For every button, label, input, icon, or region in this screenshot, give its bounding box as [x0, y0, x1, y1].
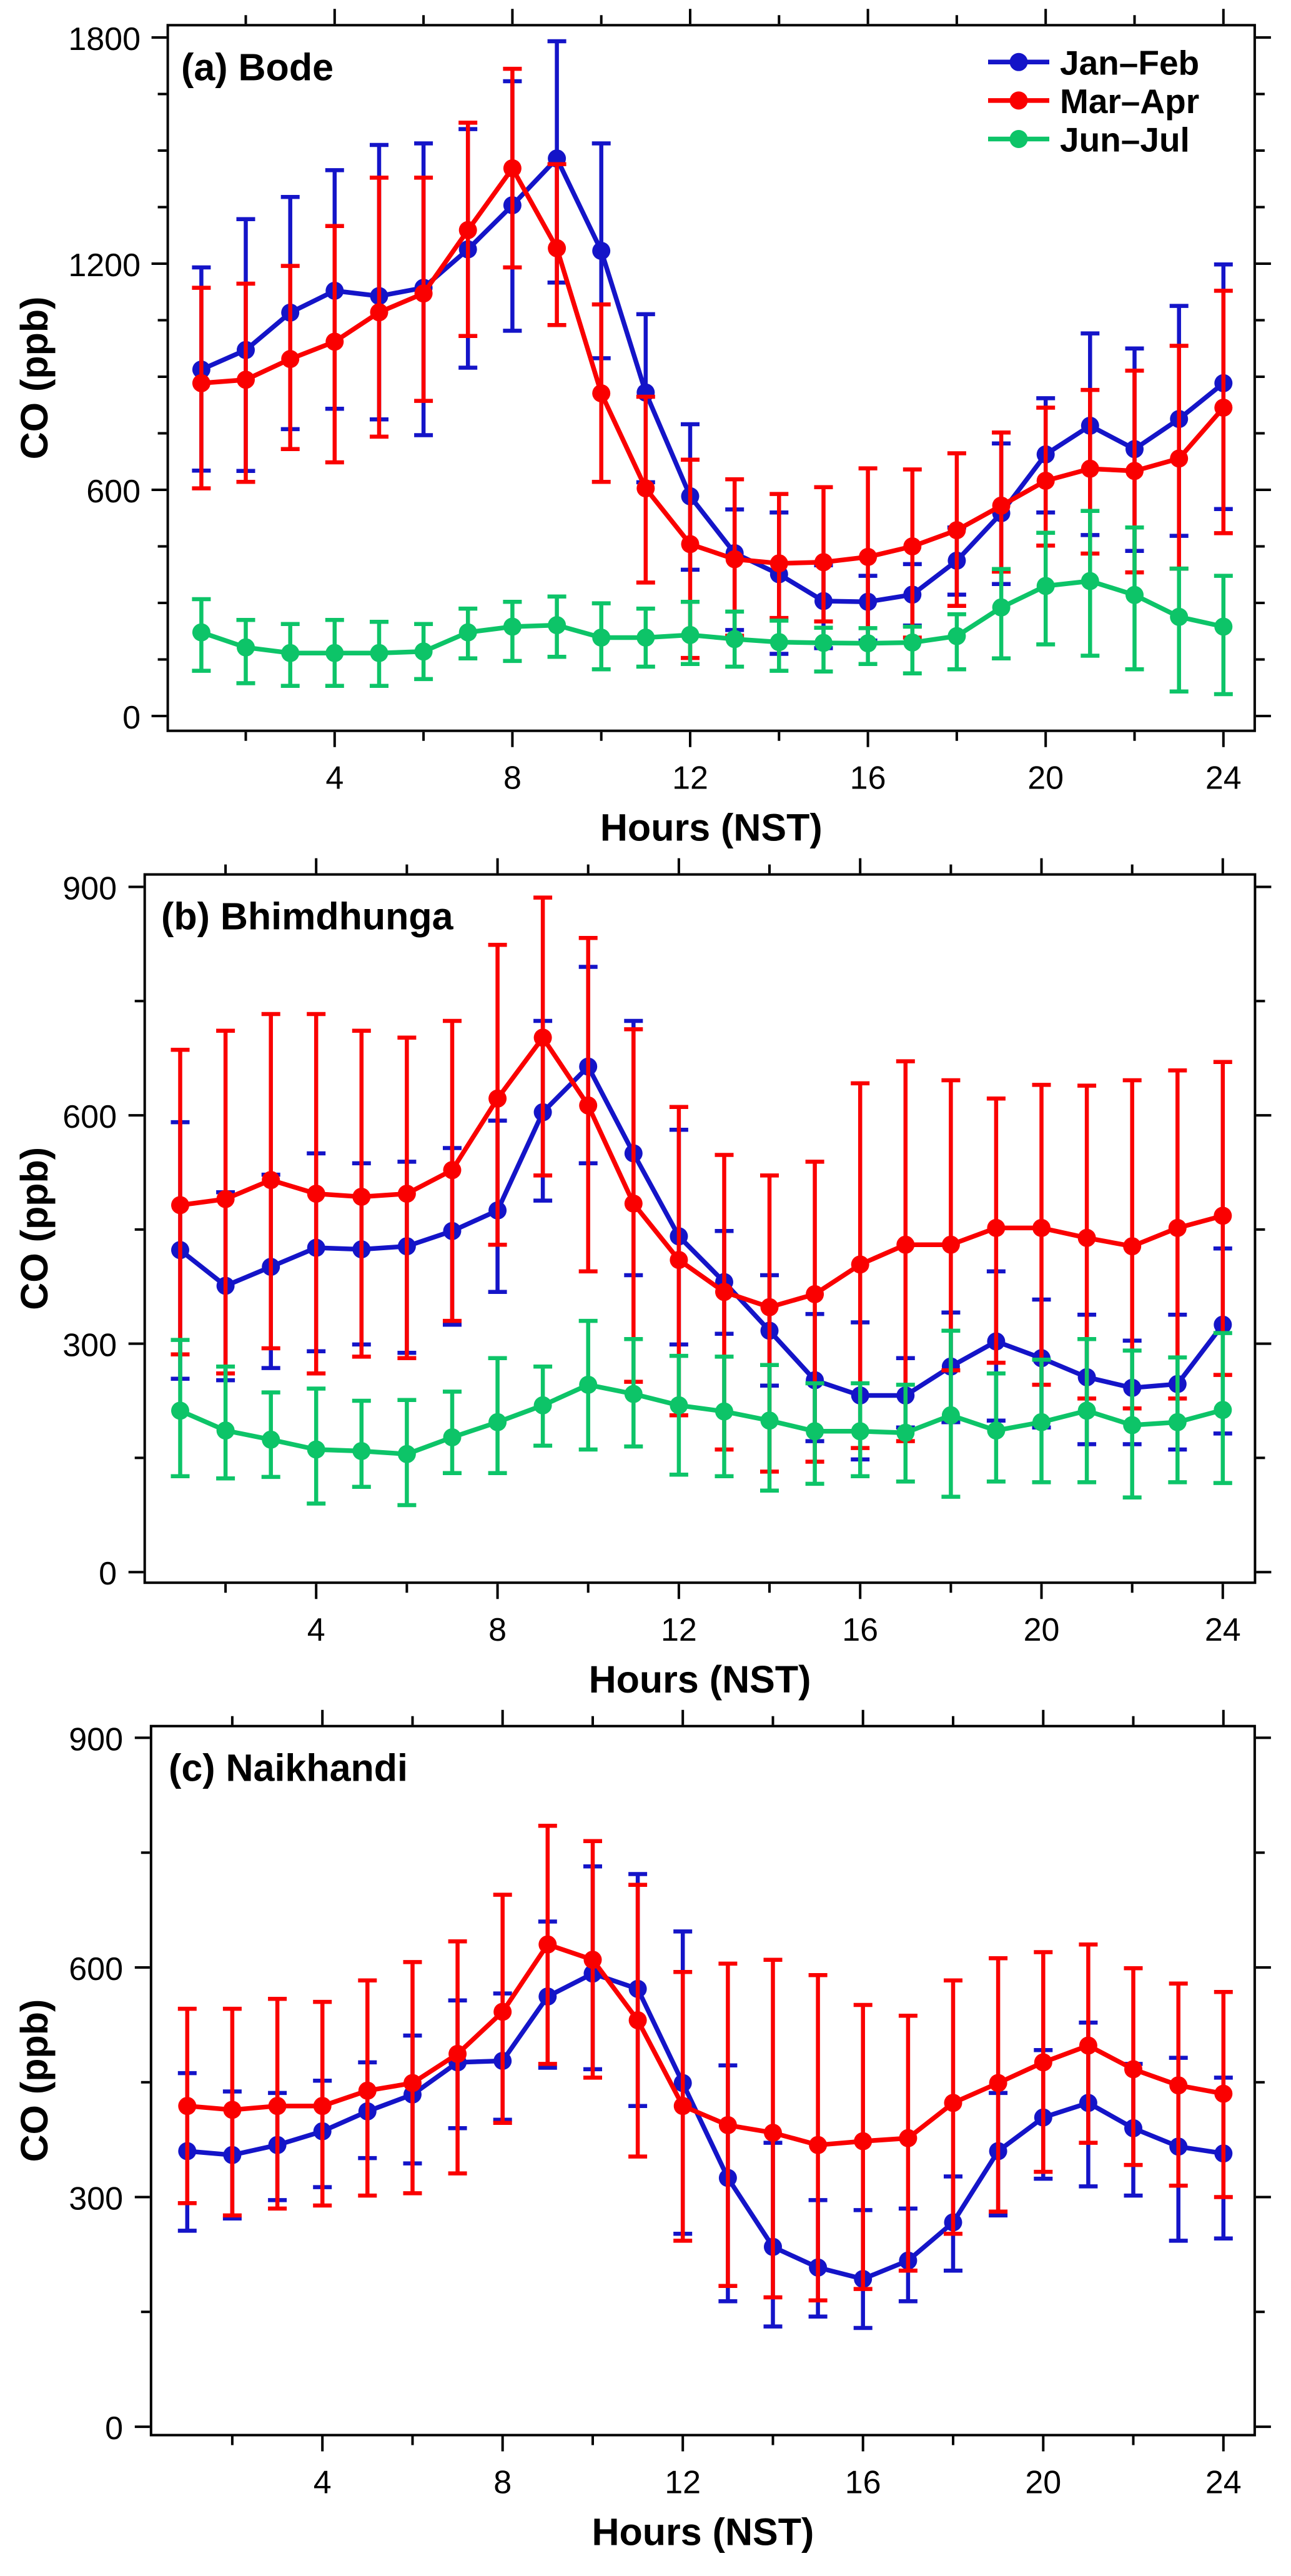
- svg-text:4: 4: [307, 1612, 325, 1648]
- svg-text:900: 900: [69, 1721, 123, 1758]
- svg-text:24: 24: [1205, 760, 1242, 797]
- svg-text:Hours (NST): Hours (NST): [591, 2511, 814, 2554]
- svg-text:0: 0: [105, 2410, 123, 2447]
- svg-text:16: 16: [845, 2465, 881, 2501]
- svg-text:600: 600: [69, 1951, 123, 1987]
- svg-text:0: 0: [122, 700, 141, 736]
- svg-text:1800: 1800: [68, 21, 141, 57]
- svg-text:600: 600: [62, 1099, 117, 1135]
- svg-text:12: 12: [661, 1612, 697, 1648]
- svg-text:4: 4: [325, 760, 344, 797]
- svg-text:8: 8: [488, 1612, 507, 1648]
- svg-text:300: 300: [69, 2181, 123, 2217]
- svg-text:(b) Bhimdhunga: (b) Bhimdhunga: [161, 895, 454, 938]
- svg-text:CO (ppb): CO (ppb): [13, 1147, 56, 1310]
- svg-text:CO (ppb): CO (ppb): [13, 297, 56, 460]
- svg-text:12: 12: [672, 760, 708, 797]
- svg-text:8: 8: [503, 760, 522, 797]
- svg-text:Hours (NST): Hours (NST): [600, 807, 823, 849]
- svg-text:600: 600: [86, 474, 141, 510]
- svg-text:Mar–Apr: Mar–Apr: [1060, 82, 1199, 121]
- svg-text:0: 0: [99, 1556, 117, 1592]
- svg-text:8: 8: [493, 2465, 512, 2501]
- svg-text:Jun–Jul: Jun–Jul: [1060, 121, 1190, 159]
- svg-text:20: 20: [1027, 760, 1064, 797]
- svg-text:Hours (NST): Hours (NST): [589, 1658, 811, 1701]
- svg-text:24: 24: [1205, 1612, 1241, 1648]
- svg-text:20: 20: [1025, 2465, 1061, 2501]
- svg-text:CO (ppb): CO (ppb): [13, 1999, 56, 2162]
- svg-text:12: 12: [665, 2465, 701, 2501]
- svg-text:(c) Naikhandi: (c) Naikhandi: [169, 1747, 408, 1789]
- svg-text:1200: 1200: [68, 247, 141, 284]
- svg-text:4: 4: [314, 2465, 332, 2501]
- svg-text:20: 20: [1024, 1612, 1060, 1648]
- svg-text:Jan–Feb: Jan–Feb: [1060, 43, 1199, 82]
- svg-text:24: 24: [1205, 2465, 1242, 2501]
- svg-text:(a) Bode: (a) Bode: [181, 46, 334, 88]
- svg-text:900: 900: [62, 871, 117, 907]
- svg-text:16: 16: [842, 1612, 878, 1648]
- svg-text:16: 16: [850, 760, 886, 797]
- svg-text:300: 300: [62, 1328, 117, 1364]
